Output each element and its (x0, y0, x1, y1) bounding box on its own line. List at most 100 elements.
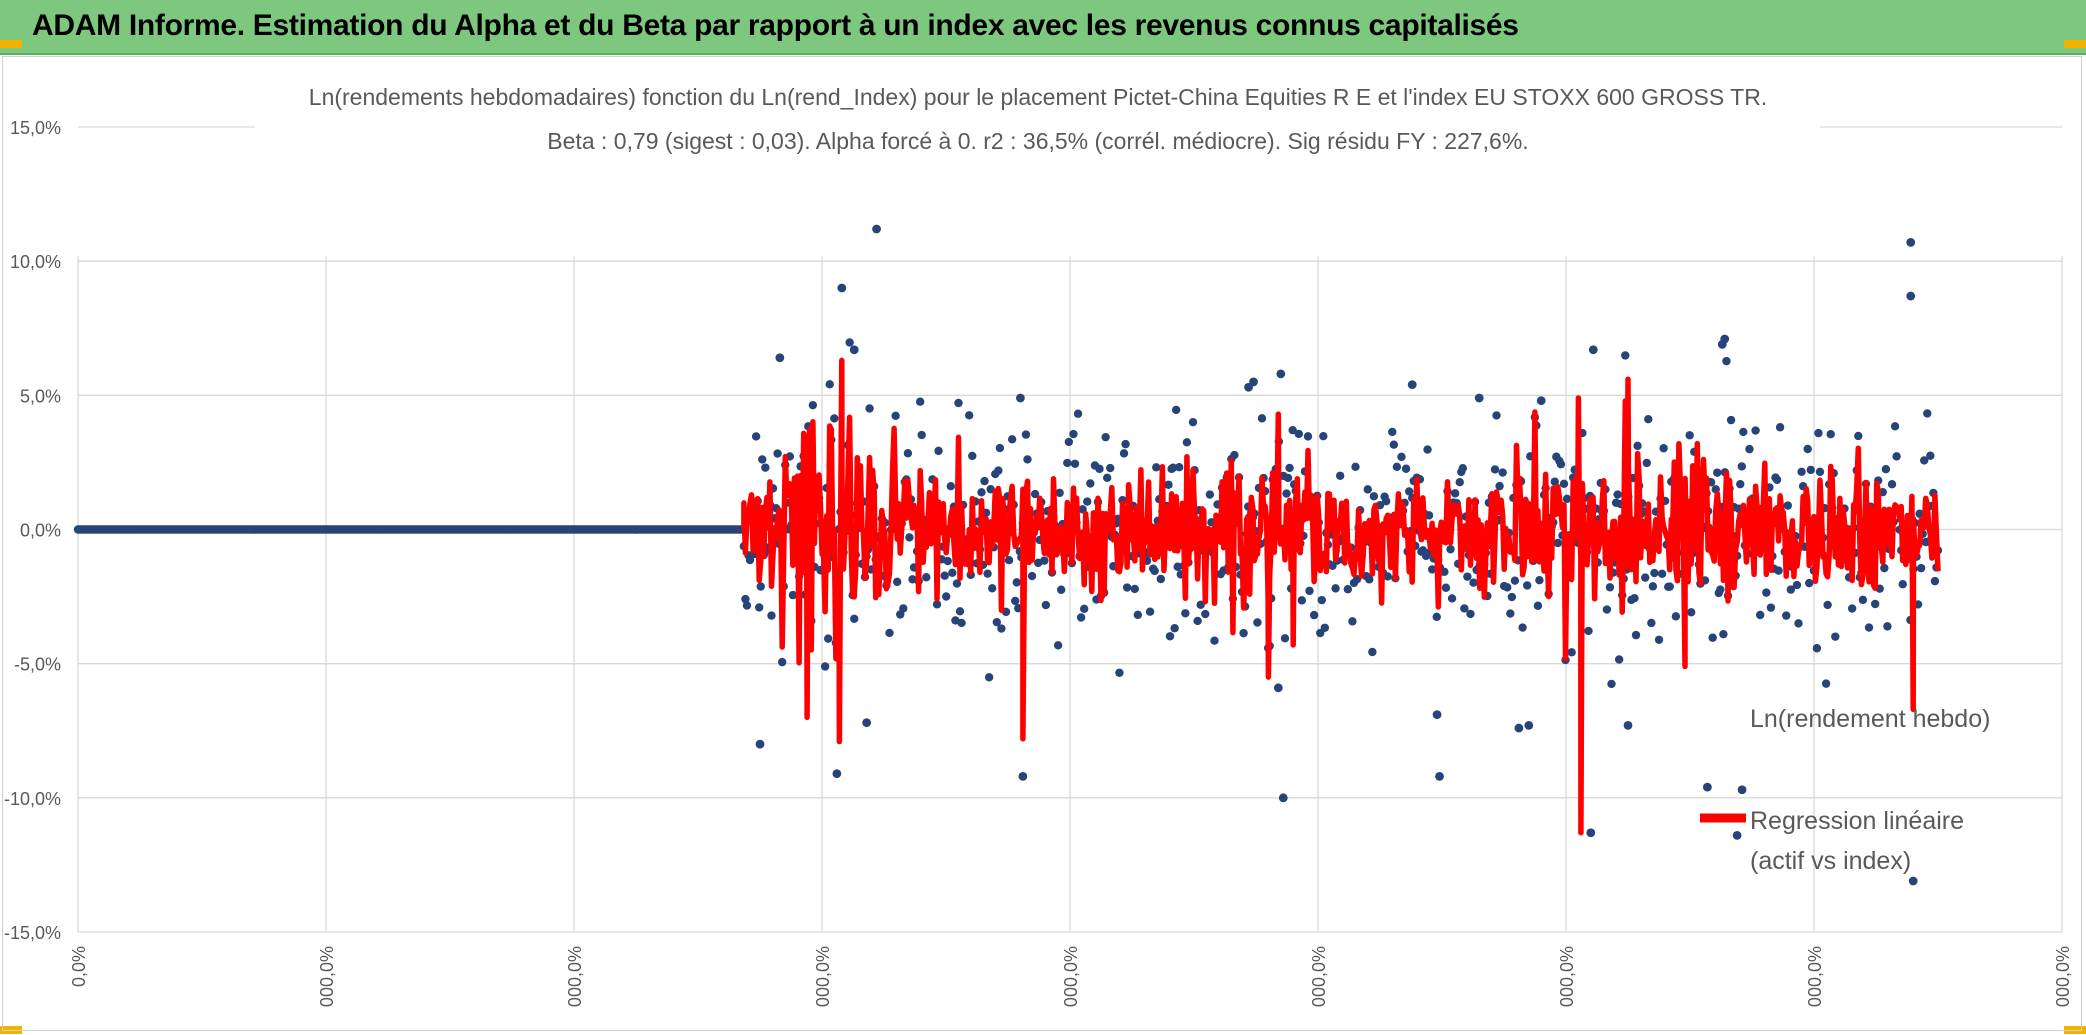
scatter-point (899, 604, 908, 613)
scatter-point (1774, 566, 1783, 575)
scatter-point (1011, 596, 1020, 606)
scatter-point (1064, 437, 1074, 447)
scatter-point (1463, 572, 1472, 581)
scatter-point (1317, 595, 1326, 605)
scatter-point-notable (1407, 380, 1417, 389)
scatter-point (1175, 462, 1184, 472)
scatter-point (1392, 462, 1402, 472)
scatter-point (1095, 464, 1104, 474)
scatter-point (1021, 430, 1031, 439)
scatter-point (1887, 480, 1897, 489)
scatter-point (1772, 475, 1782, 484)
scatter-point-notable (755, 739, 765, 749)
scatter-point-notable (1432, 710, 1442, 720)
scatter-point (997, 624, 1006, 633)
scatter-point (932, 600, 942, 609)
scatter-point (946, 481, 956, 491)
scatter-point-notable (832, 769, 842, 779)
scatter-point-notable (1623, 720, 1633, 730)
scatter-point (1923, 409, 1932, 418)
scatter-point (995, 443, 1005, 453)
scatter-point (892, 577, 902, 587)
scatter-point (1708, 633, 1717, 642)
scatter-point (1053, 641, 1063, 650)
scatter-point (1150, 566, 1159, 576)
regression-line (741, 357, 1941, 836)
scatter-point (1168, 463, 1178, 472)
scatter-point (965, 411, 974, 420)
scatter-point (1285, 463, 1294, 473)
scatter-point (758, 455, 767, 464)
scatter-point (1870, 599, 1880, 609)
scatter-point (1854, 431, 1863, 441)
scatter-point (1794, 619, 1803, 628)
scatter-point (808, 400, 818, 410)
scatter-point (992, 617, 1002, 627)
scatter-point (1522, 581, 1532, 590)
scatter-point (1130, 584, 1139, 594)
scatter-point (1397, 452, 1406, 462)
scatter-point (1716, 585, 1725, 594)
scatter-point (1319, 431, 1328, 441)
scatter-point (1685, 431, 1694, 440)
scatter-point (1766, 603, 1776, 612)
scatter-point (1056, 585, 1066, 594)
scatter-point (1775, 423, 1785, 432)
scatter-point (1012, 578, 1021, 587)
scatter-point (773, 449, 782, 458)
scatter-point (1348, 617, 1357, 626)
scatter-point (1823, 600, 1832, 610)
chart-title: Ln(rendements hebdomadaires) fonction du… (309, 84, 1767, 110)
scatter-point (1650, 568, 1659, 578)
scatter-point (1331, 584, 1340, 593)
scatter-point (1181, 609, 1190, 618)
scatter-point (1070, 459, 1080, 468)
scatter-point (1432, 612, 1441, 622)
scatter-point (1621, 351, 1630, 360)
scatter-point-notable (1588, 345, 1598, 355)
scatter-point (1027, 571, 1037, 581)
scatter-point (1726, 415, 1736, 425)
scatter-point (1490, 465, 1500, 474)
scatter-point-notable (1524, 720, 1534, 730)
scatter-point (903, 449, 913, 458)
scatter-point (1455, 477, 1464, 487)
scatter-point (977, 488, 986, 497)
scatter-point (940, 571, 949, 580)
scatter-point (1797, 467, 1806, 477)
scatter-point (1647, 618, 1656, 628)
scatter-point (1739, 427, 1748, 437)
scatter-point (1745, 444, 1754, 454)
scatter-point (1343, 585, 1353, 594)
scatter-point (905, 533, 914, 542)
scatter-point (1388, 427, 1397, 437)
scatter-point (1498, 468, 1507, 477)
scatter-point (1713, 468, 1722, 477)
scatter-point (1644, 415, 1653, 424)
scatter-point-notable (1717, 339, 1727, 349)
scatter-point (1368, 647, 1377, 657)
scatter-point (954, 398, 963, 408)
scatter-point (1383, 572, 1392, 581)
scatter-point (761, 463, 770, 472)
scatter-point (1892, 452, 1901, 461)
legend-regression-label-2: (actif vs index) (1750, 847, 1911, 875)
scatter-point (1671, 612, 1681, 621)
scatter-point (1880, 563, 1889, 573)
scatter-point-notable (1732, 831, 1742, 840)
scatter-point (1122, 583, 1132, 592)
scatter-point (830, 414, 839, 423)
scatter-point-notable (872, 224, 881, 234)
scatter-point (741, 594, 750, 604)
scatter-point (915, 397, 925, 406)
scatter-point (1069, 429, 1078, 439)
scatter-point (1890, 422, 1900, 431)
scatter-point (1363, 485, 1372, 494)
scatter-point (1926, 451, 1935, 460)
scatter-point (1648, 582, 1658, 591)
scatter-point (934, 446, 943, 456)
scatter-point (1446, 545, 1455, 554)
scatter-point (988, 584, 997, 593)
scatter-point (1297, 596, 1307, 605)
y-tick-label: 0,0% (20, 521, 61, 541)
